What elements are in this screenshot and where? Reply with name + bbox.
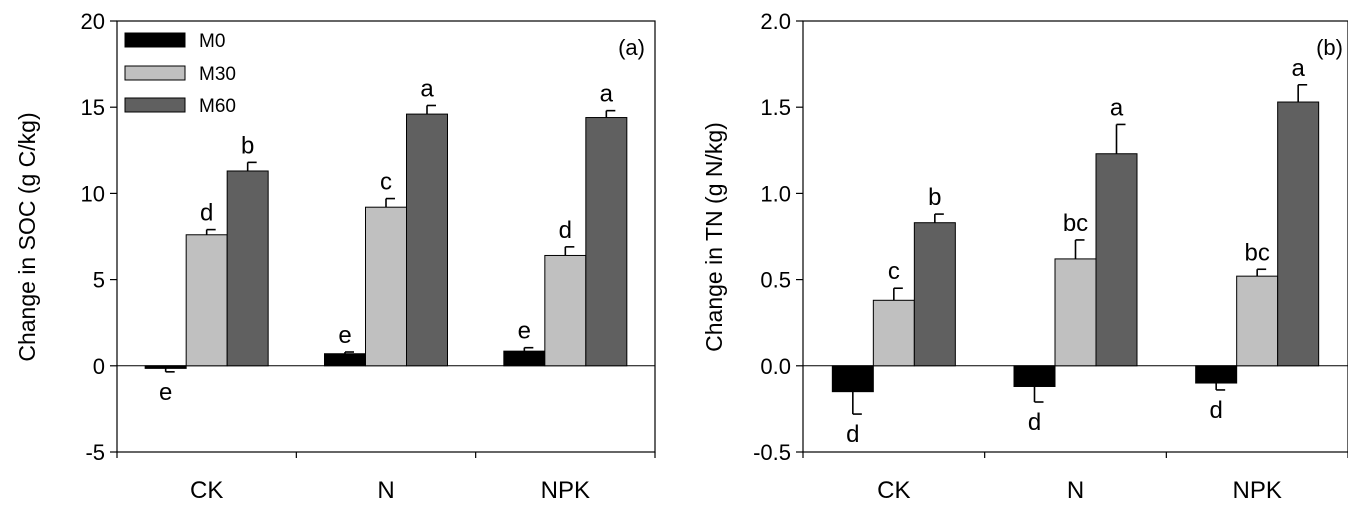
- significance-label: a: [600, 81, 614, 108]
- legend-swatch-m30: [124, 65, 186, 81]
- bar-m30: [185, 234, 228, 367]
- bar-m60: [1277, 101, 1320, 367]
- bar-m30: [544, 254, 587, 367]
- panel-soc: Change in SOC (g C/kg) (a) -5 0 5 10 15 20 CK N…: [14, 9, 656, 504]
- significance-label: e: [518, 318, 531, 345]
- significance-label: b: [928, 184, 941, 211]
- legend-label: M60: [199, 96, 236, 117]
- y-axis-title: Change in TN (g N/kg): [701, 122, 727, 352]
- y-tick-label: -0.5: [753, 440, 791, 465]
- significance-label: d: [559, 217, 572, 244]
- significance-label: b: [241, 132, 254, 159]
- y-axis-title: Change in SOC (g C/kg): [14, 112, 40, 361]
- plot-frame: [802, 20, 1348, 453]
- significance-label: d: [200, 200, 213, 227]
- significance-label: a: [420, 75, 434, 102]
- bar-m60: [1095, 153, 1138, 367]
- significance-label: c: [888, 258, 900, 285]
- bar-m0: [831, 365, 874, 393]
- x-tick-label: N: [377, 477, 394, 504]
- significance-label: bc: [1063, 210, 1088, 237]
- plot-area: -5 0 5 10 15 20 CK N NPK e e e d c d b a a: [81, 9, 656, 504]
- y-tick-label: 1.5: [760, 95, 791, 120]
- y-tick-label: 0.5: [760, 268, 791, 293]
- y-tick-label: 10: [81, 181, 105, 206]
- bar-m0: [144, 365, 187, 369]
- bar-m60: [585, 117, 628, 367]
- x-tick-label: CK: [190, 477, 223, 504]
- bar-m30: [1054, 258, 1097, 367]
- significance-label: a: [1110, 94, 1124, 121]
- significance-label: d: [1028, 409, 1041, 436]
- plot-frame: [116, 20, 656, 453]
- bar-m30: [872, 299, 915, 367]
- significance-label: c: [380, 169, 392, 196]
- y-tick-label: 15: [81, 95, 105, 120]
- y-tick-label: 0: [93, 354, 105, 379]
- y-tick-label: 1.0: [760, 181, 791, 206]
- legend-label: M30: [199, 64, 236, 85]
- bar-m60: [406, 113, 448, 367]
- legend: M0 M30 M60: [124, 31, 236, 117]
- y-tick-label: 0.0: [760, 354, 791, 379]
- y-tick-label: 2.0: [760, 9, 791, 34]
- y-tick-label: 5: [93, 268, 105, 293]
- bar-m60: [913, 222, 956, 367]
- bar-m0: [1013, 365, 1056, 387]
- bar-m0: [503, 350, 546, 367]
- x-tick-label: NPK: [1232, 477, 1281, 504]
- panel-label: (b): [1316, 35, 1343, 60]
- plot-area: -0.5 0.0 0.5 1.0 1.5 2.0 CK N NPK d d d c bc bc b a a: [753, 9, 1348, 504]
- y-tick-label: 20: [81, 9, 105, 34]
- significance-label: e: [338, 322, 351, 349]
- x-tick-label: N: [1067, 477, 1084, 504]
- legend-label: M0: [199, 31, 225, 52]
- bar-m30: [365, 206, 407, 367]
- bar-m0: [324, 353, 366, 367]
- significance-label: d: [1209, 397, 1222, 424]
- significance-label: d: [846, 421, 859, 448]
- bar-m60: [226, 170, 269, 367]
- legend-swatch-m0: [124, 32, 186, 48]
- legend-swatch-m60: [124, 97, 186, 113]
- significance-label: a: [1291, 55, 1305, 82]
- x-tick-label: CK: [877, 477, 910, 504]
- bar-m0: [1195, 365, 1238, 384]
- y-tick-label: -5: [85, 440, 105, 465]
- bar-m30: [1236, 275, 1279, 367]
- x-tick-label: NPK: [541, 477, 590, 504]
- panel-tn: Change in TN (g N/kg) (b) -0.5 0.0 0.5 1.0 1…: [701, 9, 1348, 504]
- significance-label: bc: [1244, 239, 1269, 266]
- significance-label: e: [159, 379, 172, 406]
- panel-label: (a): [618, 35, 645, 60]
